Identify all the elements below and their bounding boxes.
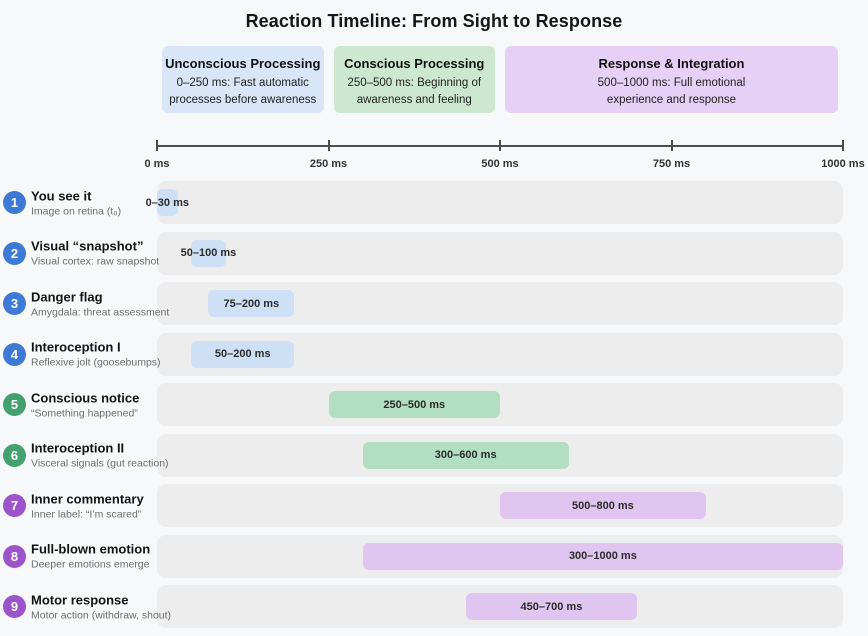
step-subtitle: Image on retina (t₀) [31,205,122,217]
duration-bar [208,290,295,317]
step-number-badge: 9 [3,595,26,618]
step-title: Conscious notice [31,390,140,405]
step-subtitle: Motor action (withdraw, shout) [31,609,172,621]
step-subtitle: Reflexive jolt (goosebumps) [31,356,161,369]
duration-bar [362,542,843,570]
axis-tick [156,140,158,151]
step-number-badge: 5 [3,393,26,416]
row-track [157,383,843,426]
duration-label: 75–200 ms [223,297,280,310]
timeline-row: 4 Interoception I Reflexive jolt (gooseb… [0,332,868,376]
step-title: Motor response [31,592,129,607]
duration-bar [191,340,295,368]
timeline-row: 6 Interoception II Visceral signals (gut… [0,433,868,477]
step-number-badge: 4 [3,342,26,366]
timeline-row: 1 You see it Image on retina (t₀) 0–30 m… [0,181,868,224]
duration-label: 250–500 ms [383,398,446,411]
duration-bar [191,239,226,267]
step-subtitle: Visual cortex: raw snapshot [31,255,160,268]
axis-tick [499,140,501,151]
step-number-badge: 8 [3,544,26,568]
phase-subtitle: 500–1000 ms: Full emotional experience a… [597,77,746,106]
row-track [157,181,843,224]
axis-tick-label: 250 ms [309,158,348,170]
step-number-badge: 1 [3,191,26,214]
duration-label: 450–700 ms [520,600,583,613]
timeline-row: 7 Inner commentary Inner label: “I’m sca… [0,484,868,527]
duration-label: 300–600 ms [434,449,497,461]
duration-bar [157,189,178,216]
step-subtitle: Amygdala: threat assessment [31,306,170,318]
timeline-rows: 1 You see it Image on retina (t₀) 0–30 m… [0,181,868,636]
step-title: Danger flag [31,289,103,304]
axis-tick [670,140,673,151]
duration-label: 300–1000 ms [568,550,637,562]
duration-label: 500–800 ms [572,499,634,512]
timeline-row: 9 Motor response Motor action (withdraw,… [0,585,868,628]
step-title: Full-blown emotion [31,541,151,557]
step-title: You see it [31,188,92,203]
duration-bar [500,492,706,519]
step-title: Visual “snapshot” [31,238,144,254]
duration-bar [328,391,500,418]
phase-title: Conscious Processing [344,56,485,71]
step-number-badge: 7 [3,494,26,517]
duration-bar [465,593,638,620]
duration-label: 0–30 ms [145,196,189,209]
phase-box-response: Response & Integration 500–1000 ms: Full… [505,46,838,113]
phase-subtitle: 250–500 ms: Beginning of awareness and f… [347,77,482,106]
step-number-badge: 2 [3,241,26,265]
axis-tick [842,140,844,151]
timeline-row: 5 Conscious notice “Something happened” … [0,383,868,426]
timeline-row: 2 Visual “snapshot” Visual cortex: raw s… [0,231,868,275]
axis-tick-label: 0 ms [144,158,170,170]
timeline-row: 3 Danger flag Amygdala: threat assessmen… [0,282,868,325]
phase-box-conscious: Conscious Processing 250–500 ms: Beginni… [333,46,495,113]
duration-label: 50–100 ms [180,247,237,259]
page-title: Reaction Timeline: From Sight to Respons… [245,11,623,31]
step-subtitle: Deeper emotions emerge [31,558,150,571]
phase-box-unconscious: Unconscious Processing 0–250 ms: Fast au… [162,46,324,113]
step-subtitle: “Something happened” [31,407,138,419]
step-subtitle: Visceral signals (gut reaction) [31,457,169,470]
row-track [157,231,843,275]
step-subtitle: Inner label: “I’m scared” [31,508,142,520]
step-number-badge: 3 [3,292,26,315]
axis-tick-label: 500 ms [481,158,519,170]
step-title: Interoception II [31,440,125,456]
step-title: Inner commentary [31,491,144,506]
step-title: Interoception I [31,339,121,355]
step-number-badge: 6 [3,443,26,467]
axis-tick [327,140,330,151]
duration-label: 50–200 ms [214,348,271,360]
phase-title: Unconscious Processing [165,56,321,71]
axis-tick-label: 1000 ms [821,158,865,170]
timeline-row: 8 Full-blown emotion Deeper emotions eme… [0,534,868,578]
axis-tick-label: 750 ms [652,158,691,170]
phase-subtitle: 0–250 ms: Fast automatic processes befor… [169,77,317,106]
duration-bar [362,441,569,469]
phase-title: Response & Integration [598,56,745,71]
